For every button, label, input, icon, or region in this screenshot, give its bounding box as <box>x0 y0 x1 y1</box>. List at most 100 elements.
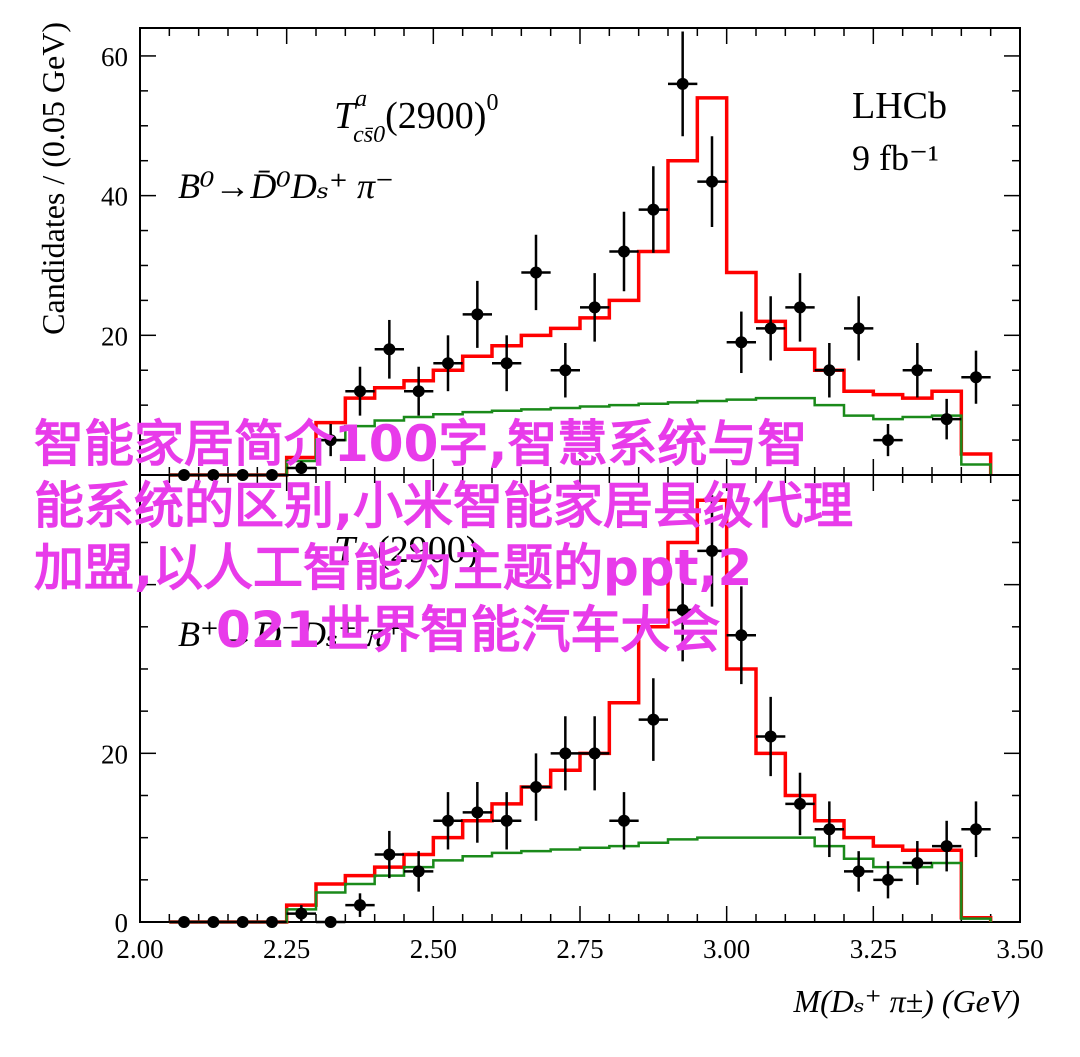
data-point-bottom <box>550 716 580 791</box>
data-point-bottom <box>902 841 932 885</box>
point-marker <box>236 916 249 928</box>
point-marker <box>383 343 396 356</box>
x-tick-label: 2.25 <box>263 934 310 964</box>
point-marker <box>970 371 982 384</box>
y-tick-label: 0 <box>115 908 129 938</box>
data-point-top <box>609 211 639 292</box>
overlay-line-2: 能系统的区别,小米智能家居县级代理 <box>34 477 853 535</box>
data-point-bottom <box>228 916 258 928</box>
point-marker <box>794 301 806 314</box>
point-marker <box>735 336 748 349</box>
point-marker <box>383 848 396 861</box>
point-marker <box>588 301 601 314</box>
data-point-bottom <box>785 772 815 836</box>
y-tick-label: 40 <box>101 182 128 212</box>
x-axis-title: M(Dₛ⁺ π±) (GeV) <box>792 983 1020 1019</box>
point-marker <box>530 266 542 279</box>
data-point-bottom <box>433 792 463 850</box>
point-marker <box>647 713 660 726</box>
data-point-top <box>550 342 580 398</box>
point-marker <box>882 873 894 886</box>
overlay-line-1: 智能家居简介100字,智慧系统与智 <box>34 415 808 473</box>
data-point-bottom <box>521 753 551 821</box>
data-point-top <box>726 311 756 374</box>
y-tick-label: 60 <box>101 42 128 72</box>
data-point-bottom <box>198 916 228 928</box>
point-marker <box>500 814 513 827</box>
data-point-top <box>374 319 404 379</box>
x-tick-label: 3.25 <box>850 934 897 964</box>
point-marker <box>852 322 865 335</box>
data-point-bottom <box>404 851 434 892</box>
point-marker <box>911 364 924 377</box>
point-marker <box>706 175 718 188</box>
top-panel <box>139 27 1021 481</box>
overlay-line-4: 021世界智能汽车大会 <box>216 601 721 659</box>
data-point-bottom <box>814 801 844 858</box>
point-marker <box>295 907 308 920</box>
data-point-bottom <box>873 861 903 899</box>
point-marker <box>764 322 777 335</box>
point-marker <box>852 865 865 878</box>
data-point-bottom <box>462 781 492 843</box>
y-axis-title: Candidates / (0.05 GeV) <box>35 22 71 335</box>
point-marker <box>207 916 220 928</box>
data-point-bottom <box>257 916 287 928</box>
data-point-top <box>462 280 492 348</box>
point-marker <box>324 434 337 447</box>
data-point-top <box>873 424 903 457</box>
point-marker <box>266 916 278 928</box>
point-marker <box>823 364 836 377</box>
data-point-top <box>844 296 874 361</box>
data-point-top <box>345 366 375 416</box>
data-point-top <box>580 273 610 342</box>
point-marker <box>706 544 718 557</box>
data-point-top <box>492 335 522 392</box>
point-marker <box>676 77 689 90</box>
data-point-bottom <box>638 678 668 761</box>
lhcb-label: LHCb <box>852 85 947 127</box>
data-point-bottom <box>169 916 199 928</box>
data-point-top <box>785 273 815 342</box>
data-point-top <box>961 350 991 404</box>
point-marker <box>471 806 484 819</box>
data-point-top <box>697 136 727 228</box>
data-point-top <box>521 234 551 311</box>
data-point-top <box>404 366 434 416</box>
point-marker <box>412 385 425 398</box>
point-marker <box>324 916 337 928</box>
data-point-top <box>316 424 346 457</box>
bottom-panel <box>139 474 1021 928</box>
point-marker <box>735 629 748 642</box>
overlay-line-3: 加盟,以人工智能为主题的ppt,2 <box>34 539 753 597</box>
point-marker <box>647 203 660 216</box>
point-marker <box>794 797 806 810</box>
decay-label: B⁰→D̄⁰Dₛ⁺ π⁻ <box>178 166 394 206</box>
point-marker <box>442 357 454 370</box>
data-point-bottom <box>345 893 375 917</box>
point-marker <box>295 462 308 475</box>
point-marker <box>676 603 689 616</box>
point-marker <box>354 899 366 912</box>
luminosity-label: 9 fb⁻¹ <box>852 138 939 178</box>
point-marker <box>500 357 513 370</box>
point-marker <box>882 434 894 447</box>
point-marker <box>911 856 924 869</box>
data-point-top <box>932 398 962 440</box>
point-marker <box>764 730 777 743</box>
point-marker <box>940 413 953 426</box>
data-point-bottom <box>961 801 991 858</box>
data-point-bottom <box>668 558 698 662</box>
decay-label-bottom: B⁺→D⁻Dₛ⁺ π⁺ <box>178 614 403 654</box>
data-point-top <box>902 342 932 398</box>
data-point-top <box>433 335 463 392</box>
point-marker <box>588 747 601 760</box>
resonance-label: Ta cs̄0(2900)0 <box>334 86 498 148</box>
point-marker <box>471 308 484 321</box>
resonance-label-bottom: T (2900) <box>334 529 478 571</box>
point-marker <box>970 823 982 836</box>
y-tick-label: 20 <box>101 321 128 351</box>
data-point-bottom <box>374 830 404 879</box>
point-marker <box>940 840 953 853</box>
